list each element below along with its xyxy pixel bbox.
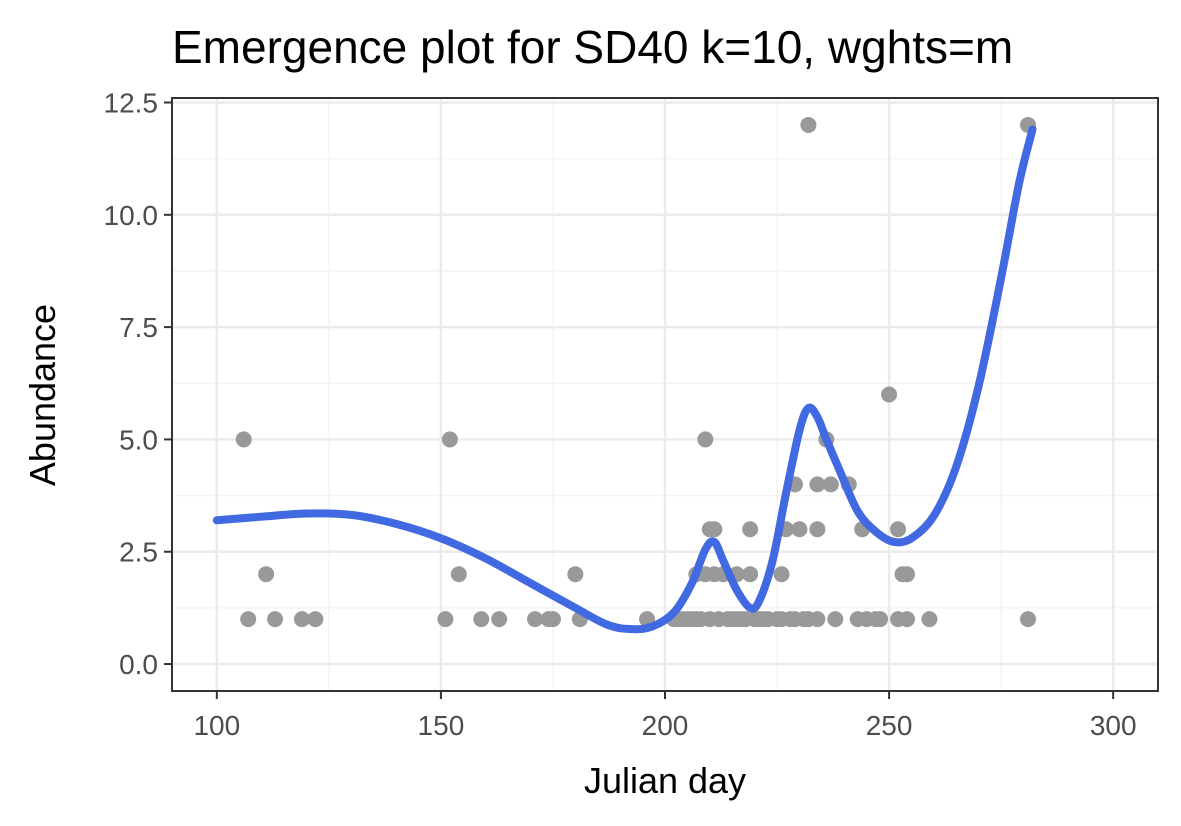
data-point xyxy=(809,476,826,493)
data-point xyxy=(527,611,544,628)
data-point xyxy=(800,116,817,133)
data-point xyxy=(791,521,808,538)
data-point xyxy=(437,611,454,628)
x-tick-label: 300 xyxy=(1090,710,1137,741)
data-point xyxy=(921,611,938,628)
x-tick-label: 250 xyxy=(866,710,913,741)
data-point xyxy=(235,431,252,448)
data-point xyxy=(473,611,490,628)
data-point xyxy=(899,611,916,628)
x-axis-title: Julian day xyxy=(584,760,746,801)
data-point xyxy=(544,611,561,628)
data-point xyxy=(293,611,310,628)
scatter-points xyxy=(235,116,1037,628)
data-point xyxy=(773,566,790,583)
data-point xyxy=(1020,611,1037,628)
data-point xyxy=(809,611,826,628)
data-point xyxy=(450,566,467,583)
y-tick-label: 2.5 xyxy=(119,537,158,568)
data-point xyxy=(706,521,723,538)
x-tick-label: 200 xyxy=(642,710,689,741)
data-point xyxy=(742,566,759,583)
y-tick-label: 12.5 xyxy=(104,87,159,118)
y-tick-label: 10.0 xyxy=(104,200,159,231)
data-point xyxy=(307,611,324,628)
data-point xyxy=(441,431,458,448)
data-point xyxy=(240,611,257,628)
smooth-line-layer xyxy=(212,125,1037,634)
data-point xyxy=(872,611,889,628)
x-tick-label: 100 xyxy=(193,710,240,741)
data-point xyxy=(809,521,826,538)
data-point xyxy=(827,611,844,628)
y-tick-label: 0.0 xyxy=(119,649,158,680)
smooth-fit-line xyxy=(212,125,1037,634)
data-point xyxy=(567,566,584,583)
data-point xyxy=(697,431,714,448)
y-tick-label: 7.5 xyxy=(119,312,158,343)
data-point xyxy=(899,566,916,583)
data-point xyxy=(881,386,898,403)
data-point xyxy=(267,611,284,628)
data-point xyxy=(890,521,907,538)
axis-ticks: 100 150 200 250 300 0.0 2.5 5.0 7.5 10.0 12.5 xyxy=(104,87,1137,741)
data-point xyxy=(742,521,759,538)
chart-title: Emergence plot for SD40 k=10, wghts=m xyxy=(172,21,1013,73)
y-axis-title: Abundance xyxy=(22,304,63,486)
x-tick-label: 150 xyxy=(418,710,465,741)
data-point xyxy=(491,611,508,628)
y-tick-label: 5.0 xyxy=(119,424,158,455)
data-point xyxy=(822,476,839,493)
data-point xyxy=(258,566,275,583)
